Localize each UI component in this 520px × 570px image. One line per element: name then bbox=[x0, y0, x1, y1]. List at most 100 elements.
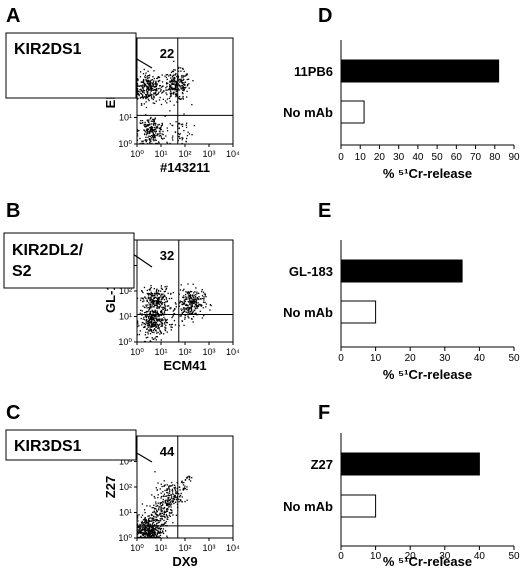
data-point bbox=[166, 488, 168, 490]
data-point bbox=[164, 320, 167, 322]
data-point bbox=[171, 511, 173, 513]
data-point bbox=[194, 309, 196, 311]
data-point bbox=[184, 485, 186, 487]
data-point bbox=[136, 529, 139, 531]
data-point bbox=[160, 505, 163, 507]
data-point bbox=[156, 126, 159, 128]
data-point bbox=[144, 323, 147, 326]
data-point bbox=[181, 482, 184, 484]
data-point bbox=[183, 309, 186, 311]
data-point bbox=[140, 297, 142, 299]
data-point bbox=[178, 486, 181, 488]
data-point bbox=[143, 532, 146, 534]
data-point bbox=[155, 289, 158, 291]
data-point bbox=[175, 93, 177, 95]
data-point bbox=[183, 89, 185, 92]
data-point bbox=[140, 104, 143, 106]
data-point bbox=[168, 323, 171, 326]
data-point bbox=[144, 96, 147, 98]
data-point bbox=[192, 300, 195, 303]
data-point bbox=[204, 293, 206, 295]
data-point bbox=[144, 74, 147, 76]
data-point bbox=[195, 301, 197, 303]
data-point bbox=[147, 296, 150, 298]
data-point bbox=[143, 96, 145, 98]
data-point bbox=[183, 324, 185, 326]
callout-box bbox=[5, 429, 137, 461]
data-point bbox=[164, 530, 167, 532]
data-point bbox=[153, 530, 155, 532]
data-point bbox=[183, 299, 185, 301]
data-point bbox=[137, 520, 139, 522]
data-point bbox=[154, 92, 156, 95]
data-point bbox=[152, 326, 154, 328]
data-point bbox=[174, 302, 177, 304]
data-point bbox=[196, 296, 198, 299]
data-point bbox=[187, 78, 190, 80]
data-point bbox=[142, 300, 144, 303]
data-point bbox=[141, 142, 143, 144]
data-point bbox=[160, 285, 163, 287]
data-point bbox=[139, 530, 141, 533]
data-point bbox=[158, 141, 160, 143]
data-point bbox=[146, 315, 148, 317]
data-point bbox=[181, 82, 183, 84]
panel-a: A 10⁰10⁰10¹10¹10²10²10³10³10⁴10⁴#143211E… bbox=[5, 5, 240, 175]
data-point bbox=[136, 320, 139, 322]
data-point bbox=[145, 114, 147, 116]
data-point bbox=[209, 309, 211, 311]
data-point bbox=[159, 129, 162, 131]
data-point bbox=[148, 88, 150, 91]
x-tick-label: 10¹ bbox=[154, 149, 167, 159]
data-point bbox=[149, 289, 151, 291]
data-point bbox=[145, 106, 148, 109]
data-point bbox=[186, 292, 188, 294]
data-point bbox=[152, 75, 154, 78]
data-point bbox=[151, 89, 153, 91]
data-point bbox=[195, 300, 197, 303]
data-point bbox=[182, 296, 184, 298]
data-point bbox=[183, 481, 185, 484]
data-point bbox=[161, 122, 163, 125]
data-point bbox=[186, 477, 188, 479]
data-point bbox=[147, 322, 149, 324]
x-tick-label: 10 bbox=[355, 152, 367, 163]
data-point bbox=[143, 96, 146, 98]
data-point bbox=[188, 295, 191, 297]
data-point bbox=[164, 318, 166, 320]
data-point bbox=[187, 476, 189, 478]
data-point bbox=[173, 74, 175, 76]
data-point bbox=[190, 310, 192, 312]
data-point bbox=[191, 299, 194, 301]
data-point bbox=[154, 122, 156, 125]
data-point bbox=[149, 525, 152, 528]
data-point bbox=[158, 532, 160, 534]
data-point bbox=[158, 302, 160, 304]
data-point bbox=[153, 70, 155, 72]
data-point bbox=[158, 324, 160, 326]
data-point bbox=[191, 295, 194, 297]
data-point bbox=[145, 531, 148, 534]
data-point bbox=[163, 294, 166, 296]
data-point bbox=[156, 93, 158, 96]
data-point bbox=[144, 129, 146, 132]
data-point bbox=[183, 487, 186, 489]
data-point bbox=[150, 120, 152, 122]
data-point bbox=[152, 85, 154, 87]
data-point bbox=[176, 90, 178, 92]
data-point bbox=[157, 303, 159, 305]
data-point bbox=[183, 113, 185, 115]
data-point bbox=[146, 94, 148, 96]
data-point bbox=[171, 485, 173, 487]
data-point bbox=[204, 301, 206, 304]
data-point bbox=[179, 301, 181, 304]
data-point bbox=[147, 123, 150, 126]
data-point bbox=[154, 311, 156, 313]
data-point bbox=[197, 305, 200, 307]
data-point bbox=[155, 326, 157, 328]
data-point bbox=[147, 534, 149, 536]
data-point bbox=[173, 80, 175, 82]
data-point bbox=[168, 506, 170, 508]
data-point bbox=[164, 286, 166, 288]
data-point bbox=[159, 518, 161, 520]
